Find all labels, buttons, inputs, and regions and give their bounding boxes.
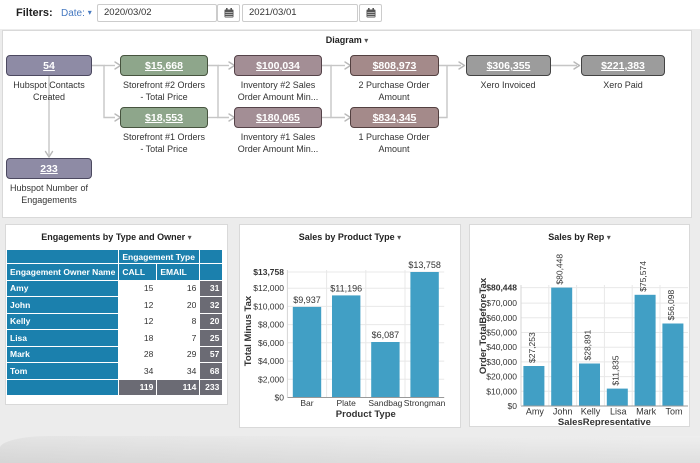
svg-text:$20,000: $20,000	[486, 372, 517, 382]
svg-text:$6,000: $6,000	[258, 338, 284, 348]
svg-text:$0: $0	[508, 401, 518, 411]
svg-text:$80,448: $80,448	[486, 283, 517, 293]
svg-text:$10,000: $10,000	[486, 386, 517, 396]
svg-text:Product Type: Product Type	[336, 409, 396, 420]
svg-text:Bar: Bar	[300, 398, 313, 408]
svg-text:$40,000: $40,000	[486, 342, 517, 352]
svg-text:Mark: Mark	[636, 407, 656, 417]
svg-text:Tom: Tom	[665, 407, 682, 417]
svg-text:$9,937: $9,937	[293, 295, 321, 305]
svg-text:$56,098: $56,098	[666, 290, 676, 321]
svg-text:$11,835: $11,835	[610, 355, 620, 385]
svg-text:$11,196: $11,196	[330, 284, 362, 294]
svg-text:$13,758: $13,758	[253, 267, 284, 277]
svg-text:$0: $0	[275, 393, 285, 403]
svg-text:$80,448: $80,448	[555, 254, 565, 285]
svg-text:$60,000: $60,000	[486, 313, 517, 323]
svg-text:SalesRepresentative: SalesRepresentative	[558, 417, 651, 426]
svg-text:Strongman: Strongman	[404, 398, 446, 408]
svg-text:$75,574: $75,574	[638, 261, 648, 292]
svg-text:$70,000: $70,000	[486, 298, 517, 308]
svg-text:Sandbag: Sandbag	[368, 398, 402, 408]
svg-text:$2,000: $2,000	[258, 374, 284, 384]
svg-text:$13,758: $13,758	[408, 260, 441, 270]
svg-text:$10,000: $10,000	[253, 301, 284, 311]
svg-text:Plate: Plate	[337, 398, 357, 408]
svg-text:$8,000: $8,000	[258, 320, 284, 330]
svg-text:Total Minus Tax: Total Minus Tax	[243, 295, 254, 366]
svg-text:Order TotalBeforeTax: Order TotalBeforeTax	[478, 277, 489, 374]
svg-text:Lisa: Lisa	[610, 407, 627, 417]
svg-text:$30,000: $30,000	[486, 357, 517, 367]
svg-text:Amy: Amy	[526, 407, 545, 417]
svg-text:$6,087: $6,087	[372, 330, 400, 340]
svg-text:$27,253: $27,253	[527, 332, 537, 363]
svg-text:$12,000: $12,000	[253, 283, 284, 293]
svg-text:Kelly: Kelly	[581, 407, 601, 417]
svg-text:$28,891: $28,891	[583, 330, 593, 361]
svg-text:$4,000: $4,000	[258, 356, 284, 366]
svg-text:$50,000: $50,000	[486, 328, 517, 338]
svg-text:John: John	[553, 407, 573, 417]
